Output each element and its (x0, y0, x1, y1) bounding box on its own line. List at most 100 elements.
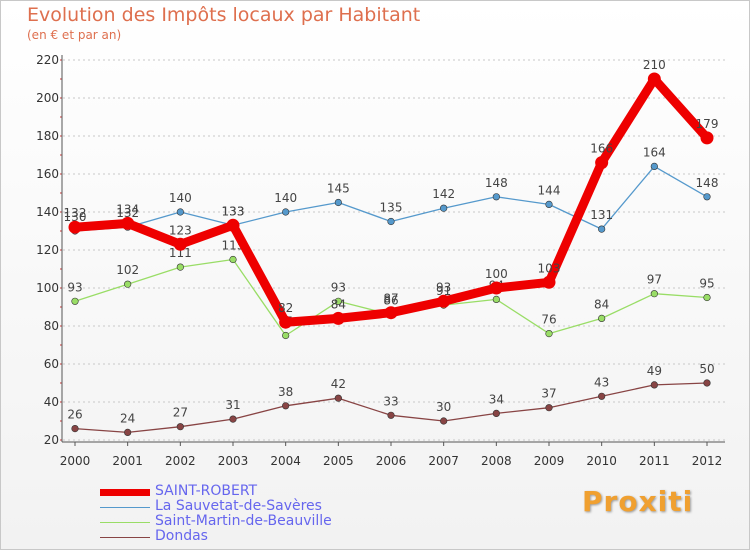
y-tick-label: 180 (36, 129, 59, 143)
data-point (650, 290, 658, 298)
data-label: 103 (538, 261, 561, 275)
y-tick-label: 140 (36, 205, 59, 219)
data-point (703, 193, 711, 201)
data-point (68, 220, 82, 234)
data-point (334, 198, 342, 207)
brand-logo: Proxiti (582, 485, 693, 518)
data-point (282, 402, 290, 410)
legend-swatch (100, 522, 150, 523)
data-label: 86 (383, 294, 398, 308)
y-tick-label: 100 (36, 281, 59, 295)
data-point (595, 156, 609, 170)
x-tick-label: 2002 (165, 454, 196, 468)
data-point (545, 330, 553, 338)
data-label: 140 (274, 191, 297, 205)
data-point (650, 162, 658, 170)
y-tick-label: 200 (36, 91, 59, 105)
x-tick-label: 2009 (534, 454, 565, 468)
y-tick-label: 160 (36, 167, 59, 181)
data-label: 24 (120, 411, 135, 425)
data-point (598, 225, 606, 233)
y-tick-label: 20 (44, 433, 59, 447)
x-tick-label: 2006 (376, 454, 407, 468)
data-label: 34 (489, 392, 504, 406)
legend-label: La Sauvetat-de-Savères (155, 498, 322, 514)
legend-label: SAINT-ROBERT (155, 483, 258, 499)
data-label: 27 (173, 406, 188, 420)
x-tick-label: 2010 (586, 454, 617, 468)
data-point (176, 263, 184, 271)
data-point (334, 297, 342, 305)
data-label: 31 (225, 398, 240, 412)
data-point (387, 217, 395, 226)
data-label: 132 (64, 206, 87, 220)
y-tick-label: 40 (44, 395, 59, 409)
data-point (440, 204, 448, 212)
data-point (229, 255, 237, 264)
data-label: 164 (643, 145, 666, 159)
data-point (282, 208, 290, 216)
data-label: 210 (643, 58, 666, 72)
x-tick-label: 2005 (323, 454, 354, 468)
x-tick-label: 2012 (692, 454, 723, 468)
x-tick-label: 2008 (481, 454, 512, 468)
y-tick-label: 60 (44, 357, 59, 371)
data-point (700, 131, 714, 145)
data-label: 133 (222, 204, 245, 218)
y-tick-label: 220 (36, 53, 59, 67)
data-point (279, 315, 293, 329)
data-label: 87 (383, 292, 398, 306)
data-point (440, 417, 448, 425)
data-label: 100 (485, 267, 508, 281)
data-label: 179 (696, 117, 719, 131)
data-label: 49 (647, 364, 662, 378)
data-label: 97 (647, 273, 662, 287)
data-point (542, 275, 556, 289)
data-point (176, 208, 184, 216)
data-label: 93 (436, 280, 451, 294)
x-tick-label: 2003 (218, 454, 249, 468)
data-point (492, 409, 500, 418)
data-point (703, 293, 711, 302)
data-point (492, 193, 500, 201)
data-label: 93 (67, 280, 82, 294)
data-point (703, 379, 711, 387)
data-point (647, 72, 661, 86)
data-point (282, 331, 290, 340)
data-label: 30 (436, 400, 451, 414)
chart-title: Evolution des Impôts locaux par Habitant (27, 4, 421, 26)
data-label: 50 (699, 362, 714, 376)
data-label: 91 (436, 284, 451, 298)
legend-label: Saint-Martin-de-Beauville (155, 513, 332, 529)
data-label: 43 (594, 375, 609, 389)
data-point (226, 218, 240, 232)
data-label: 135 (380, 201, 403, 215)
data-label: 148 (696, 176, 719, 190)
data-point (331, 311, 345, 325)
data-point (121, 216, 135, 230)
data-label: 142 (432, 187, 455, 201)
data-point (650, 381, 658, 389)
data-label: 145 (327, 182, 350, 196)
data-point (176, 423, 184, 431)
data-point (598, 392, 606, 400)
data-label: 93 (331, 280, 346, 294)
data-point (384, 306, 398, 320)
data-label: 131 (590, 208, 613, 222)
data-label: 130 (64, 210, 87, 224)
x-tick-label: 2001 (112, 454, 143, 468)
data-point (545, 200, 553, 208)
chart-subtitle: (en € et par an) (27, 28, 122, 42)
data-label: 102 (116, 263, 139, 277)
data-label: 111 (169, 246, 192, 260)
data-label: 134 (116, 202, 139, 216)
legend-swatch (100, 537, 150, 538)
data-point (387, 411, 395, 419)
data-label: 42 (331, 377, 346, 391)
data-point (71, 297, 79, 305)
y-tick-label: 80 (44, 319, 59, 333)
legend-label: Dondas (155, 528, 208, 544)
data-label: 140 (169, 191, 192, 205)
